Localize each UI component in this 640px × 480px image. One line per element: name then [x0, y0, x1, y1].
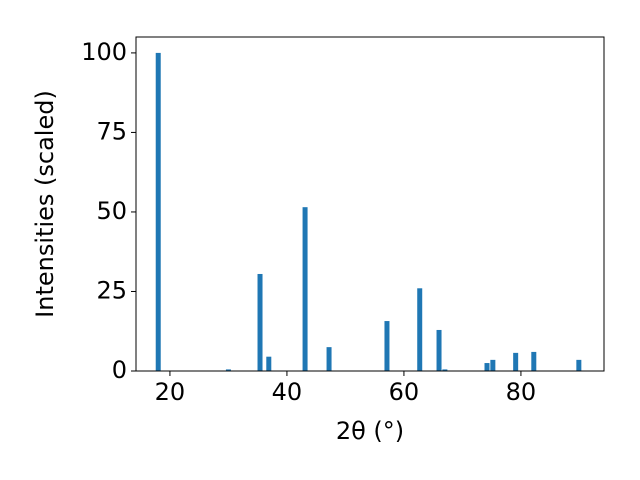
bar	[326, 347, 332, 371]
x-axis-label: 2θ (°)	[336, 417, 404, 445]
bar	[513, 352, 519, 371]
bar	[490, 359, 496, 371]
bar	[155, 52, 161, 372]
bar	[436, 329, 442, 371]
y-tick-label: 100	[81, 38, 127, 66]
bar	[531, 351, 537, 371]
bar	[384, 321, 390, 371]
bar	[442, 369, 448, 371]
y-tick-label: 50	[96, 197, 127, 225]
y-tick-label: 25	[96, 276, 127, 304]
bar	[576, 359, 582, 371]
x-tick-label: 40	[272, 378, 303, 406]
plot-frame	[135, 36, 605, 372]
bar	[484, 363, 490, 371]
bar	[266, 356, 272, 371]
bar	[257, 273, 263, 371]
x-tick-label: 60	[389, 378, 420, 406]
bar	[225, 369, 231, 371]
x-tick-label: 20	[155, 378, 186, 406]
y-tick-label: 0	[112, 356, 127, 384]
y-tick-label: 75	[96, 117, 127, 145]
y-axis-label: Intensities (scaled)	[31, 90, 59, 318]
x-tick-label: 80	[506, 378, 537, 406]
bar	[417, 288, 423, 371]
bar	[302, 207, 308, 371]
